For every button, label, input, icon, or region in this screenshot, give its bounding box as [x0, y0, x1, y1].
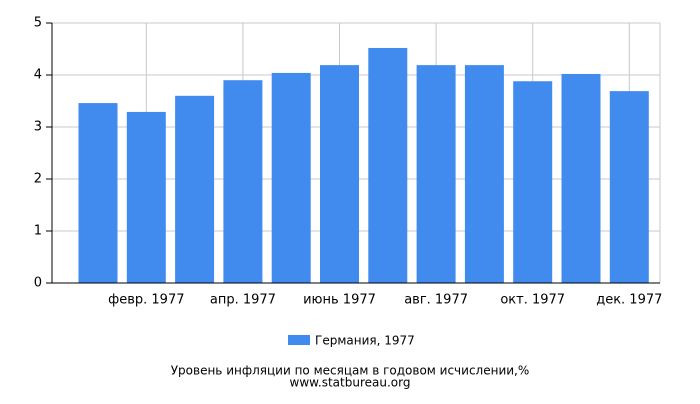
bar: [175, 95, 215, 283]
legend-swatch: [288, 335, 310, 345]
bar: [320, 65, 359, 284]
y-tick-label: 4: [34, 68, 42, 83]
bar: [368, 47, 408, 284]
y-tick-label: 1: [34, 224, 42, 239]
x-tick-label: авг. 1977: [404, 293, 468, 308]
bar: [78, 103, 118, 283]
x-tick-label: июнь 1977: [303, 293, 376, 308]
x-tick-label: апр. 1977: [210, 293, 276, 308]
bar: [609, 91, 649, 284]
y-tick-label: 3: [34, 120, 42, 135]
y-tick-label: 5: [34, 16, 42, 31]
bar: [416, 65, 456, 284]
source: www.statbureau.org: [290, 376, 411, 390]
x-tick-label: окт. 1977: [500, 293, 565, 308]
x-tick-label: февр. 1977: [108, 293, 184, 308]
y-tick-label: 2: [34, 172, 42, 187]
bar: [513, 81, 553, 284]
bar: [464, 65, 504, 284]
bar: [271, 72, 311, 283]
bar: [126, 111, 166, 283]
chart-title: Уровень инфляции по месяцам в годовом ис…: [171, 364, 530, 378]
x-tick-label: дек. 1977: [596, 293, 662, 308]
bar: [561, 73, 601, 284]
bar: [223, 80, 263, 283]
y-tick-label: 0: [34, 276, 42, 291]
legend-label: Германия, 1977: [315, 334, 415, 348]
